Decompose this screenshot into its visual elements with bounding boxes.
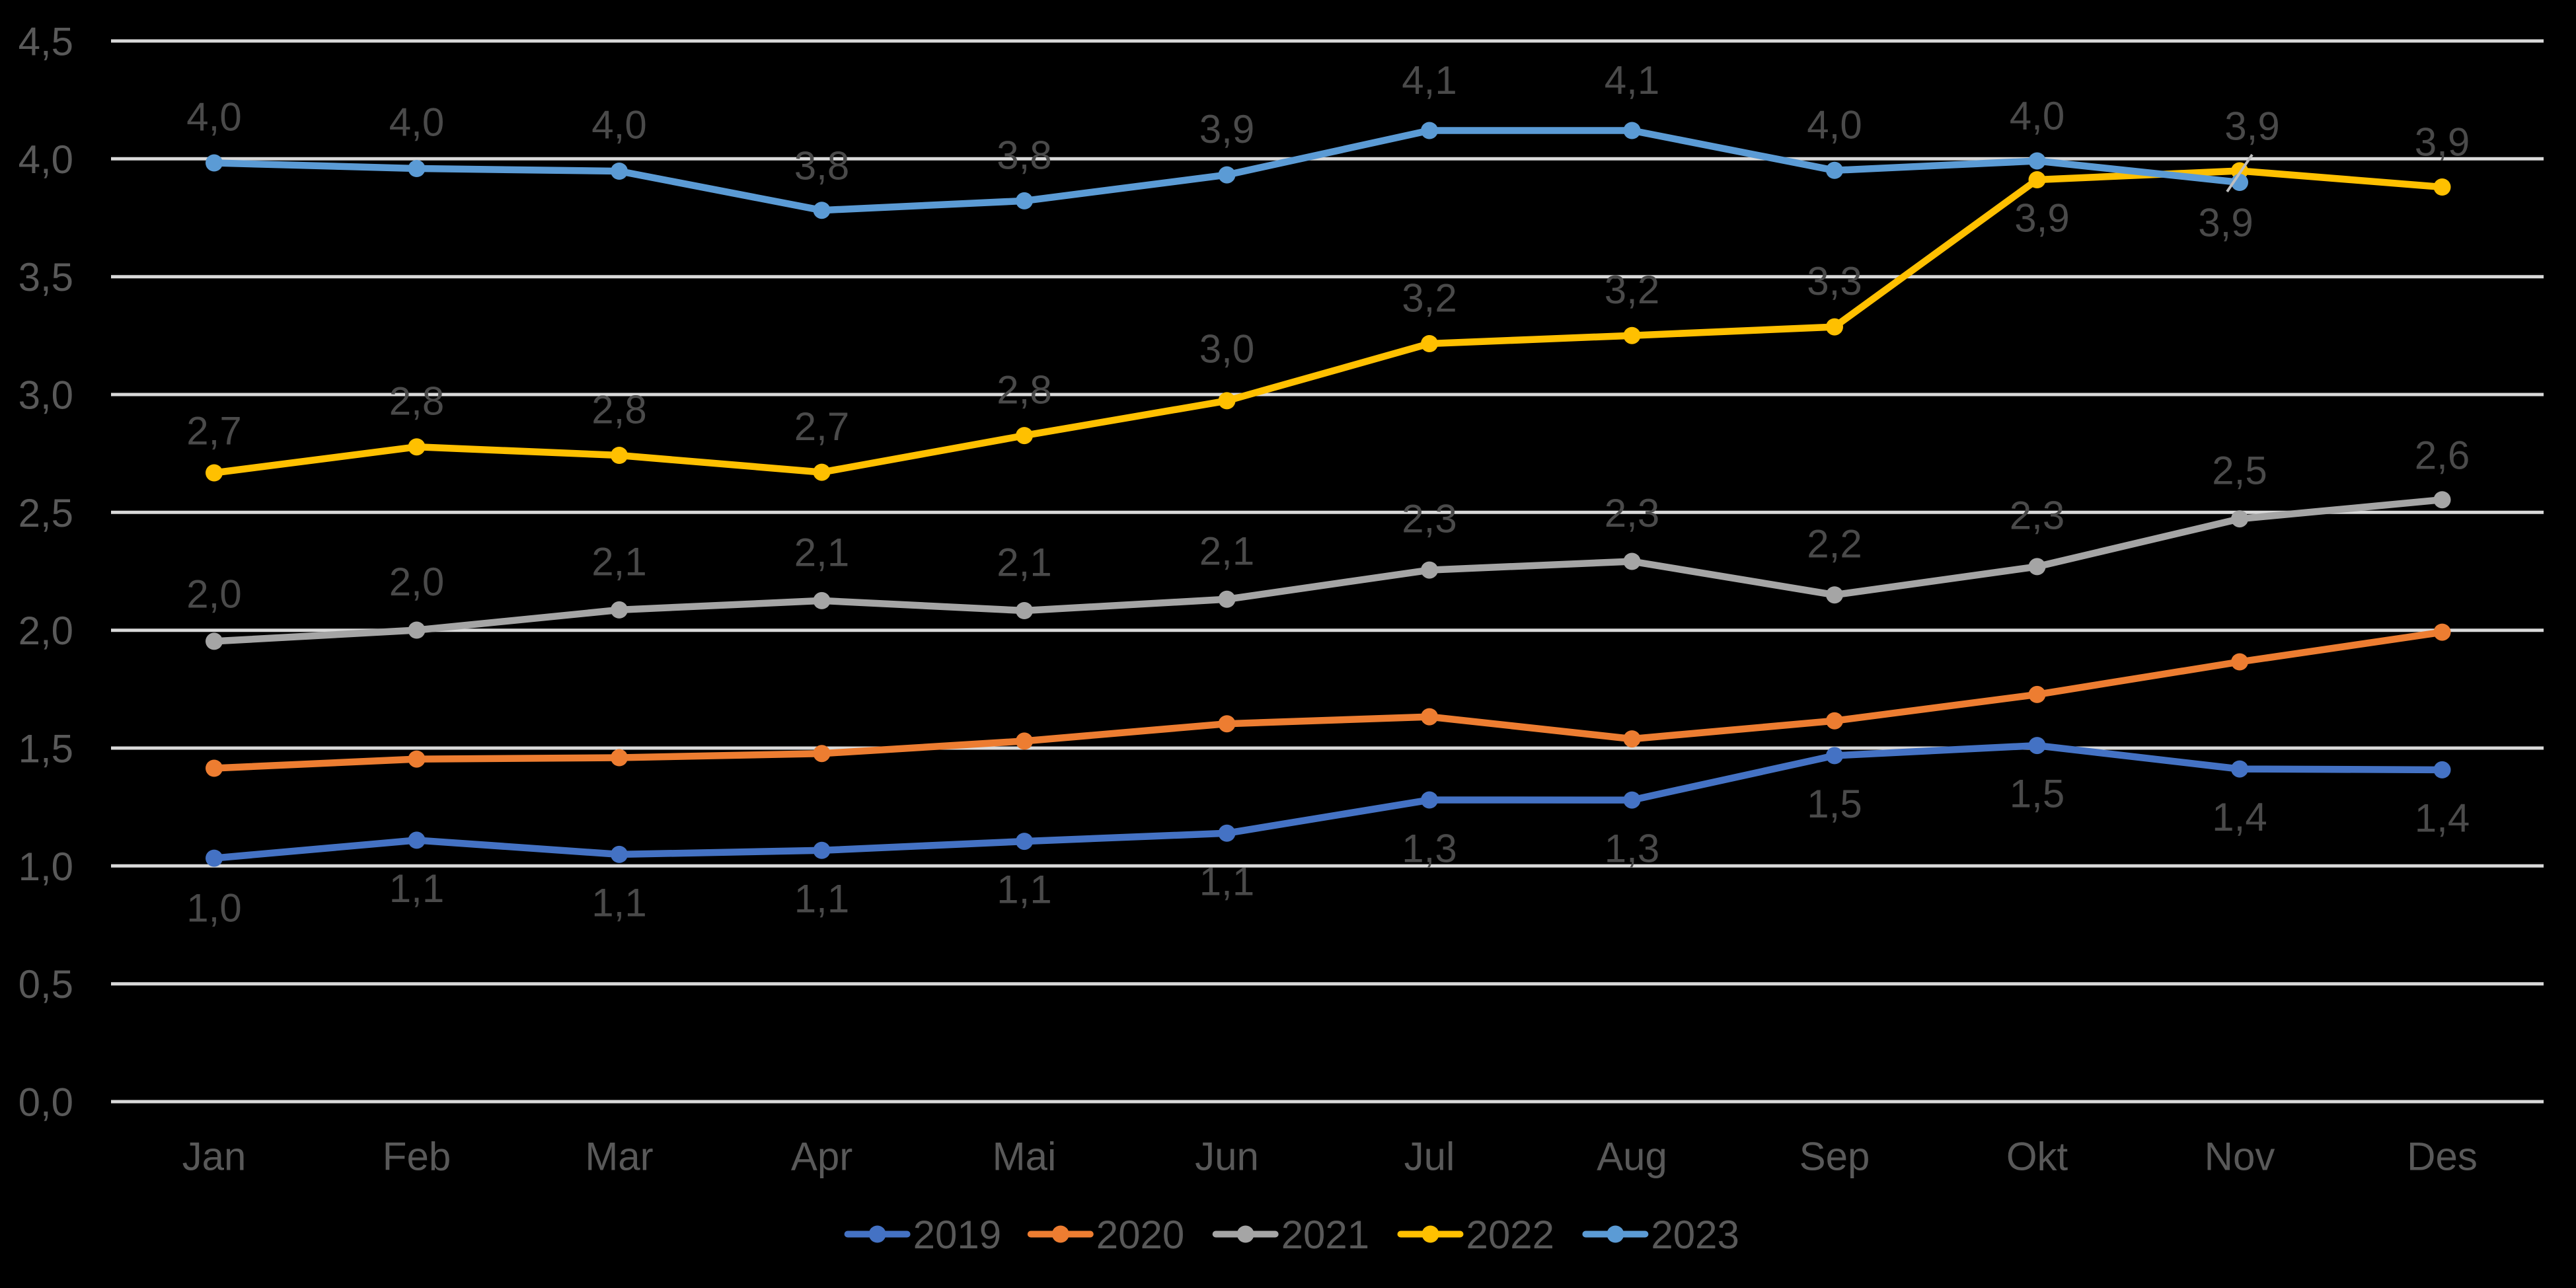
svg-text:4,0: 4,0: [186, 95, 241, 139]
svg-text:4,0: 4,0: [591, 102, 646, 147]
svg-text:2,1: 2,1: [794, 530, 849, 574]
svg-text:4,0: 4,0: [19, 137, 73, 182]
svg-text:0,0: 0,0: [19, 1080, 73, 1124]
svg-text:3,2: 3,2: [1402, 276, 1457, 320]
svg-text:Feb: Feb: [383, 1134, 451, 1178]
svg-text:2,0: 2,0: [389, 560, 444, 604]
svg-text:3,8: 3,8: [794, 143, 849, 188]
svg-text:2,5: 2,5: [19, 491, 73, 535]
svg-text:1,5: 1,5: [2010, 772, 2065, 816]
svg-text:1,0: 1,0: [19, 845, 73, 889]
svg-text:3,9: 3,9: [2224, 104, 2279, 148]
svg-text:1,1: 1,1: [389, 866, 444, 911]
svg-text:2,0: 2,0: [19, 609, 73, 653]
svg-text:2,6: 2,6: [2415, 433, 2470, 477]
svg-text:0,5: 0,5: [19, 962, 73, 1006]
svg-text:Mar: Mar: [585, 1134, 653, 1178]
svg-text:Mai: Mai: [993, 1134, 1057, 1178]
svg-text:3,8: 3,8: [997, 133, 1051, 177]
svg-text:2021: 2021: [1281, 1213, 1369, 1257]
svg-text:1,1: 1,1: [591, 880, 646, 925]
svg-text:2,8: 2,8: [389, 379, 444, 423]
svg-text:2020: 2020: [1096, 1213, 1184, 1257]
svg-text:1,1: 1,1: [1199, 859, 1254, 903]
svg-text:3,9: 3,9: [2014, 196, 2069, 240]
svg-text:3,9: 3,9: [2415, 120, 2470, 164]
svg-text:1,5: 1,5: [19, 726, 73, 771]
svg-text:1,1: 1,1: [997, 868, 1051, 912]
svg-text:Jun: Jun: [1195, 1134, 1259, 1178]
svg-text:Jan: Jan: [182, 1134, 246, 1178]
svg-text:2,1: 2,1: [1199, 529, 1254, 573]
svg-text:2022: 2022: [1466, 1213, 1554, 1257]
svg-text:2019: 2019: [913, 1213, 1001, 1257]
svg-text:2,3: 2,3: [1605, 491, 1659, 535]
svg-text:2,8: 2,8: [997, 367, 1051, 412]
svg-text:2,3: 2,3: [1402, 496, 1457, 541]
svg-text:4,0: 4,0: [389, 100, 444, 144]
svg-text:2,7: 2,7: [794, 404, 849, 449]
svg-text:Jul: Jul: [1404, 1134, 1455, 1178]
svg-text:Okt: Okt: [2006, 1134, 2068, 1178]
svg-text:1,3: 1,3: [1605, 826, 1659, 870]
svg-text:Aug: Aug: [1597, 1134, 1667, 1178]
svg-text:1,4: 1,4: [2212, 795, 2267, 839]
svg-text:4,0: 4,0: [1807, 102, 1862, 147]
svg-text:1,4: 1,4: [2415, 796, 2470, 840]
svg-text:3,9: 3,9: [2198, 200, 2253, 245]
svg-text:3,0: 3,0: [1199, 326, 1254, 371]
svg-text:Des: Des: [2407, 1134, 2478, 1178]
svg-text:2,3: 2,3: [2010, 493, 2065, 537]
svg-text:2023: 2023: [1651, 1213, 1739, 1257]
svg-text:2,1: 2,1: [591, 539, 646, 584]
svg-text:1,0: 1,0: [186, 886, 241, 930]
svg-text:1,5: 1,5: [1807, 782, 1862, 826]
svg-text:Nov: Nov: [2205, 1134, 2275, 1178]
svg-text:3,3: 3,3: [1807, 259, 1862, 303]
svg-text:4,1: 4,1: [1402, 58, 1457, 102]
svg-text:2,0: 2,0: [186, 572, 241, 616]
svg-text:4,0: 4,0: [2010, 94, 2065, 138]
svg-text:3,5: 3,5: [19, 255, 73, 299]
svg-text:3,9: 3,9: [1199, 107, 1254, 151]
svg-text:2,7: 2,7: [186, 408, 241, 453]
svg-text:2,5: 2,5: [2212, 448, 2267, 492]
svg-text:1,1: 1,1: [794, 876, 849, 921]
svg-text:2,2: 2,2: [1807, 521, 1862, 566]
svg-text:2,1: 2,1: [997, 540, 1051, 584]
svg-text:3,2: 3,2: [1605, 268, 1659, 312]
svg-text:2,8: 2,8: [591, 387, 646, 432]
svg-text:3,0: 3,0: [19, 373, 73, 417]
svg-text:4,5: 4,5: [19, 19, 73, 63]
svg-text:Apr: Apr: [791, 1134, 852, 1178]
svg-text:4,1: 4,1: [1605, 58, 1659, 102]
svg-text:Sep: Sep: [1799, 1134, 1870, 1178]
svg-text:1,3: 1,3: [1402, 826, 1457, 870]
